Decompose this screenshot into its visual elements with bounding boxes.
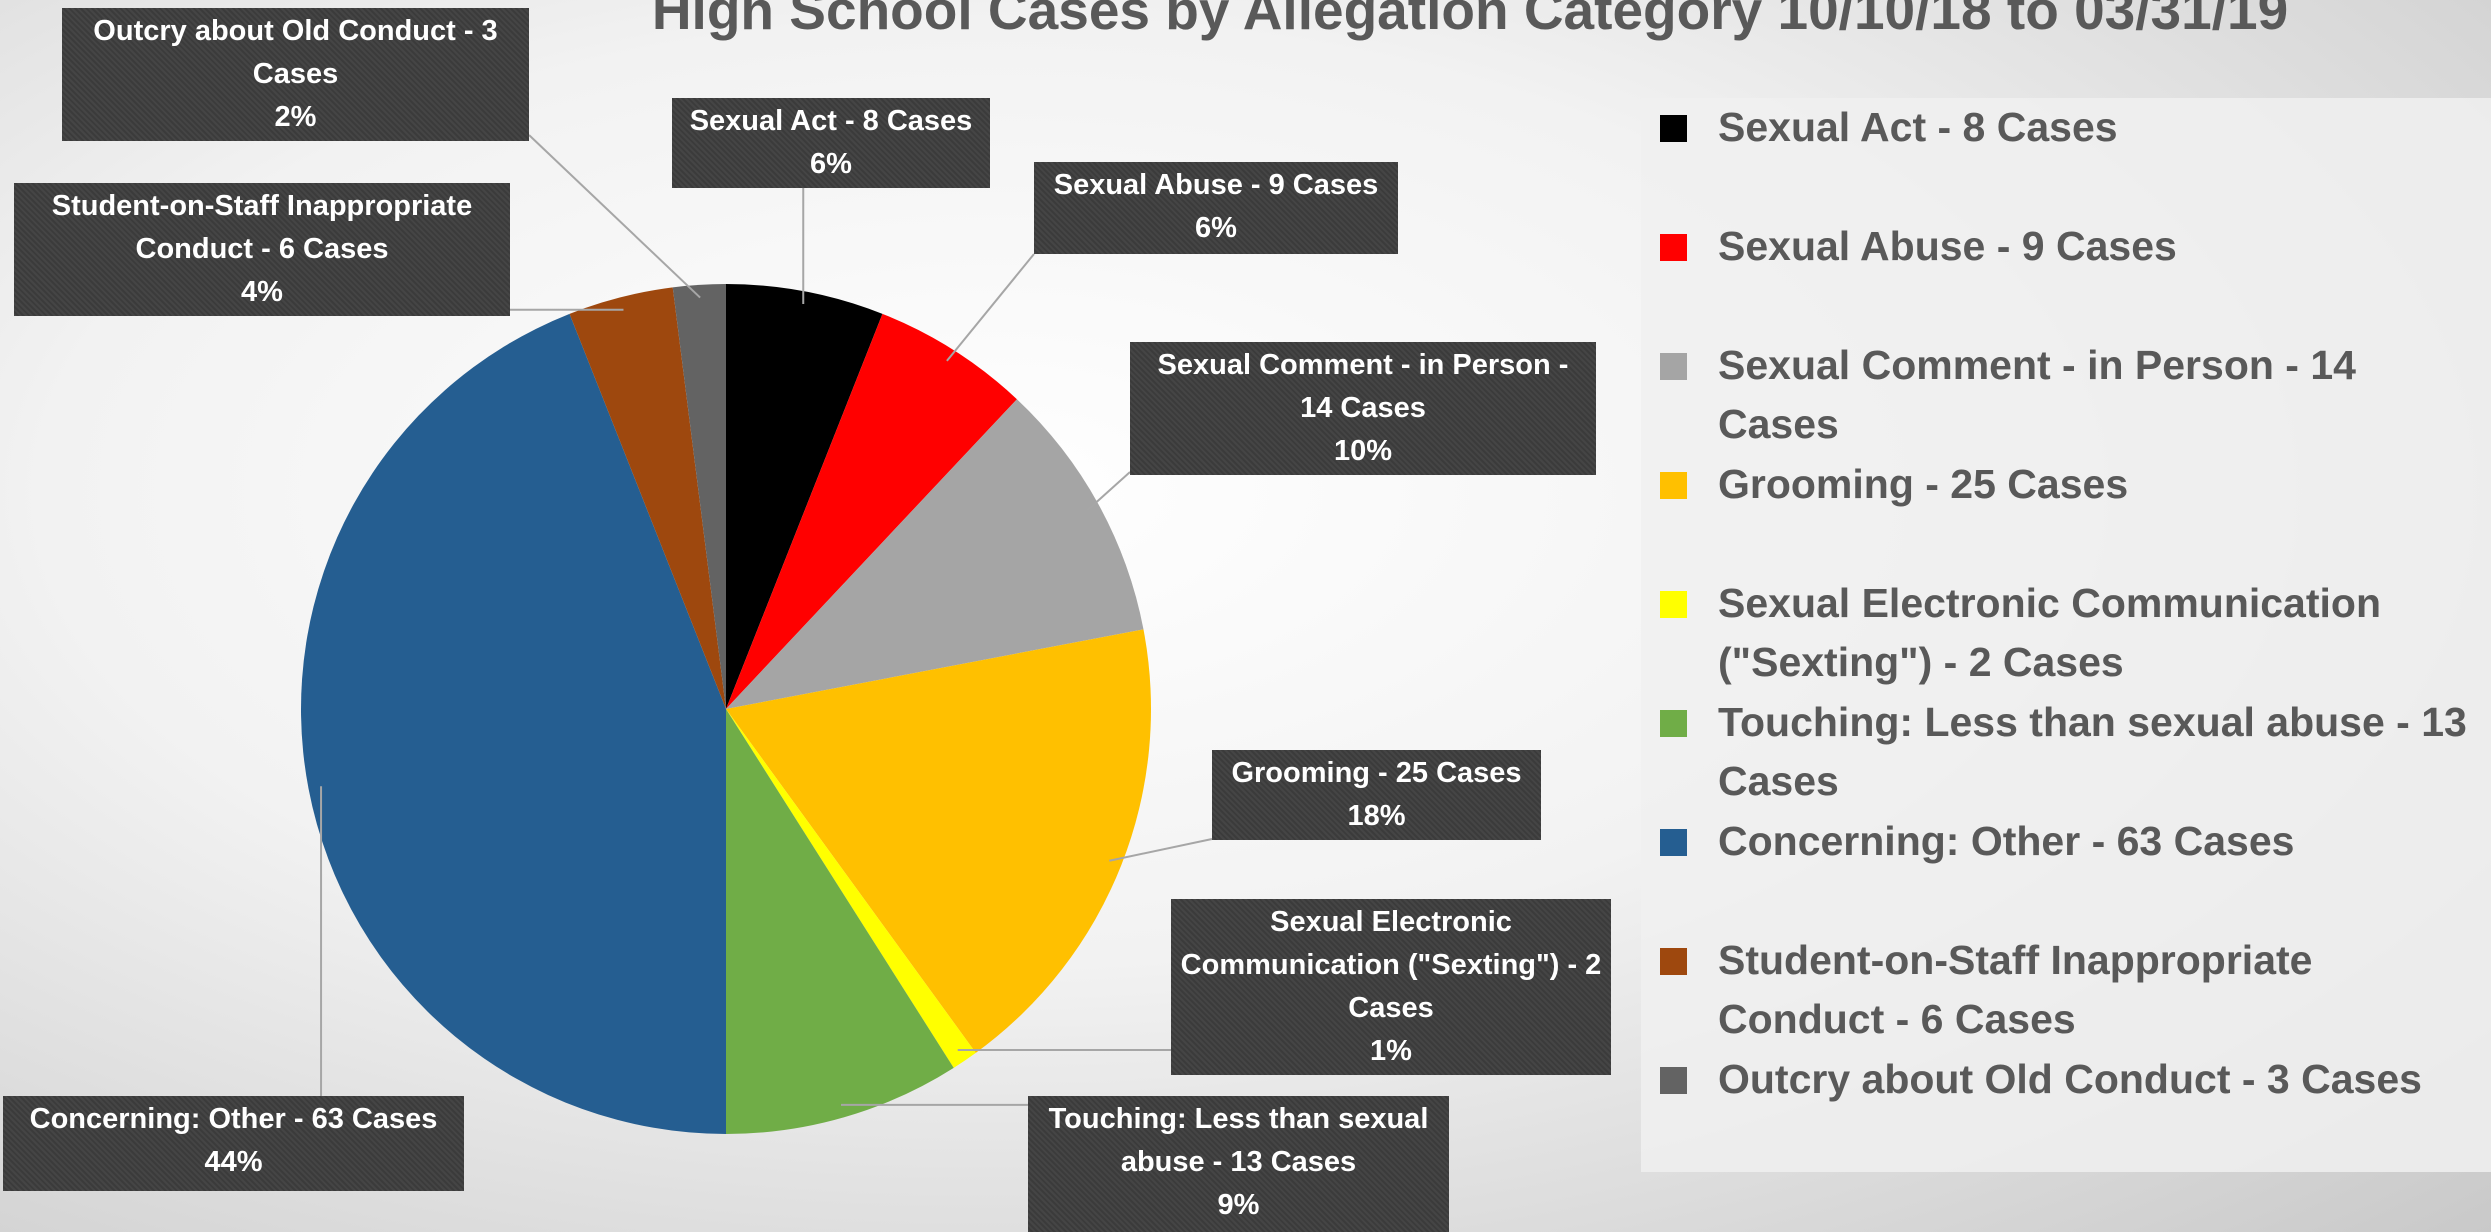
legend-swatch <box>1660 591 1687 618</box>
leader-line <box>528 134 701 299</box>
data-label: Sexual Comment - in Person - 14 Cases 10% <box>1130 342 1596 475</box>
legend-text: Sexual Comment - in Person - 14 Cases <box>1718 342 2356 447</box>
legend-text: Sexual Electronic Communication ("Sextin… <box>1718 580 2381 685</box>
data-label-value: 10% <box>1333 435 1393 467</box>
legend-text: Sexual Act - 8 Cases <box>1718 104 2118 150</box>
data-label-value: 1% <box>1370 1035 1412 1067</box>
data-label-category: Concerning: Other - 63 Cases <box>29 1103 438 1135</box>
data-label-category: Sexual Abuse - 9 Cases <box>1053 169 1379 201</box>
pie-slice <box>726 709 954 1134</box>
data-label-value: 44% <box>204 1146 263 1178</box>
legend-swatch <box>1660 710 1687 737</box>
legend-swatch <box>1660 234 1687 261</box>
legend-text: Outcry about Old Conduct - 3 Cases <box>1718 1056 2422 1102</box>
legend: Sexual Act - 8 Cases Sexual Abuse - 9 Cas… <box>1641 98 2491 1172</box>
data-label-category: Student-on-Staff Inappropriate Conduct -… <box>51 190 473 265</box>
pie-slice <box>726 313 1017 709</box>
pie-slice <box>726 284 883 709</box>
legend-swatch <box>1660 115 1687 142</box>
data-label-value: 2% <box>274 101 317 133</box>
legend-text: Concerning: Other - 63 Cases <box>1718 818 2295 864</box>
data-label-category: Sexual Electronic Communication ("Sextin… <box>1180 906 1602 1024</box>
leader-line <box>1086 471 1131 512</box>
pie-slice <box>672 284 726 709</box>
data-label: Grooming - 25 Cases 18% <box>1212 750 1541 840</box>
legend-swatch <box>1660 829 1687 856</box>
data-label: Sexual Act - 8 Cases 6% <box>672 98 990 188</box>
data-label-category: Outcry about Old Conduct - 3 Cases <box>93 15 498 90</box>
legend-swatch <box>1660 1067 1687 1094</box>
data-label-value: 6% <box>1195 212 1237 244</box>
data-label: Touching: Less than sexual abuse - 13 Ca… <box>1028 1096 1449 1232</box>
legend-text: Student-on-Staff Inappropriate Conduct -… <box>1718 937 2313 1042</box>
legend-text: Grooming - 25 Cases <box>1718 461 2129 507</box>
legend-swatch <box>1660 472 1687 499</box>
legend-swatch <box>1660 353 1687 380</box>
data-label-value: 18% <box>1347 800 1406 832</box>
data-label-category: Touching: Less than sexual abuse - 13 Ca… <box>1048 1103 1429 1178</box>
leader-line <box>946 253 1035 362</box>
data-label-category: Sexual Comment - in Person - 14 Cases <box>1157 349 1569 424</box>
pie-slice <box>726 709 976 1068</box>
data-label: Outcry about Old Conduct - 3 Cases 2% <box>62 8 529 141</box>
leader-line <box>1109 838 1213 862</box>
data-label: Concerning: Other - 63 Cases 44% <box>3 1096 464 1191</box>
data-label-value: 6% <box>810 148 852 180</box>
data-label: Sexual Electronic Communication ("Sextin… <box>1171 899 1611 1075</box>
pie-slice <box>726 399 1144 709</box>
pie-slice <box>569 287 726 709</box>
data-label-category: Sexual Act - 8 Cases <box>689 105 973 137</box>
legend-text: Sexual Abuse - 9 Cases <box>1718 223 2177 269</box>
data-label-category: Grooming - 25 Cases <box>1231 757 1522 789</box>
data-label-value: 4% <box>241 276 283 308</box>
data-label: Student-on-Staff Inappropriate Conduct -… <box>14 183 510 316</box>
pie-slice <box>300 313 726 1135</box>
data-label-value: 9% <box>1217 1189 1260 1221</box>
pie-slice <box>726 629 1151 1053</box>
chart-title: High School Cases by Allegation Category… <box>651 0 2289 41</box>
legend-swatch <box>1660 948 1687 975</box>
data-label: Sexual Abuse - 9 Cases 6% <box>1034 162 1398 254</box>
legend-text: Touching: Less than sexual abuse - 13 Ca… <box>1718 699 2467 804</box>
